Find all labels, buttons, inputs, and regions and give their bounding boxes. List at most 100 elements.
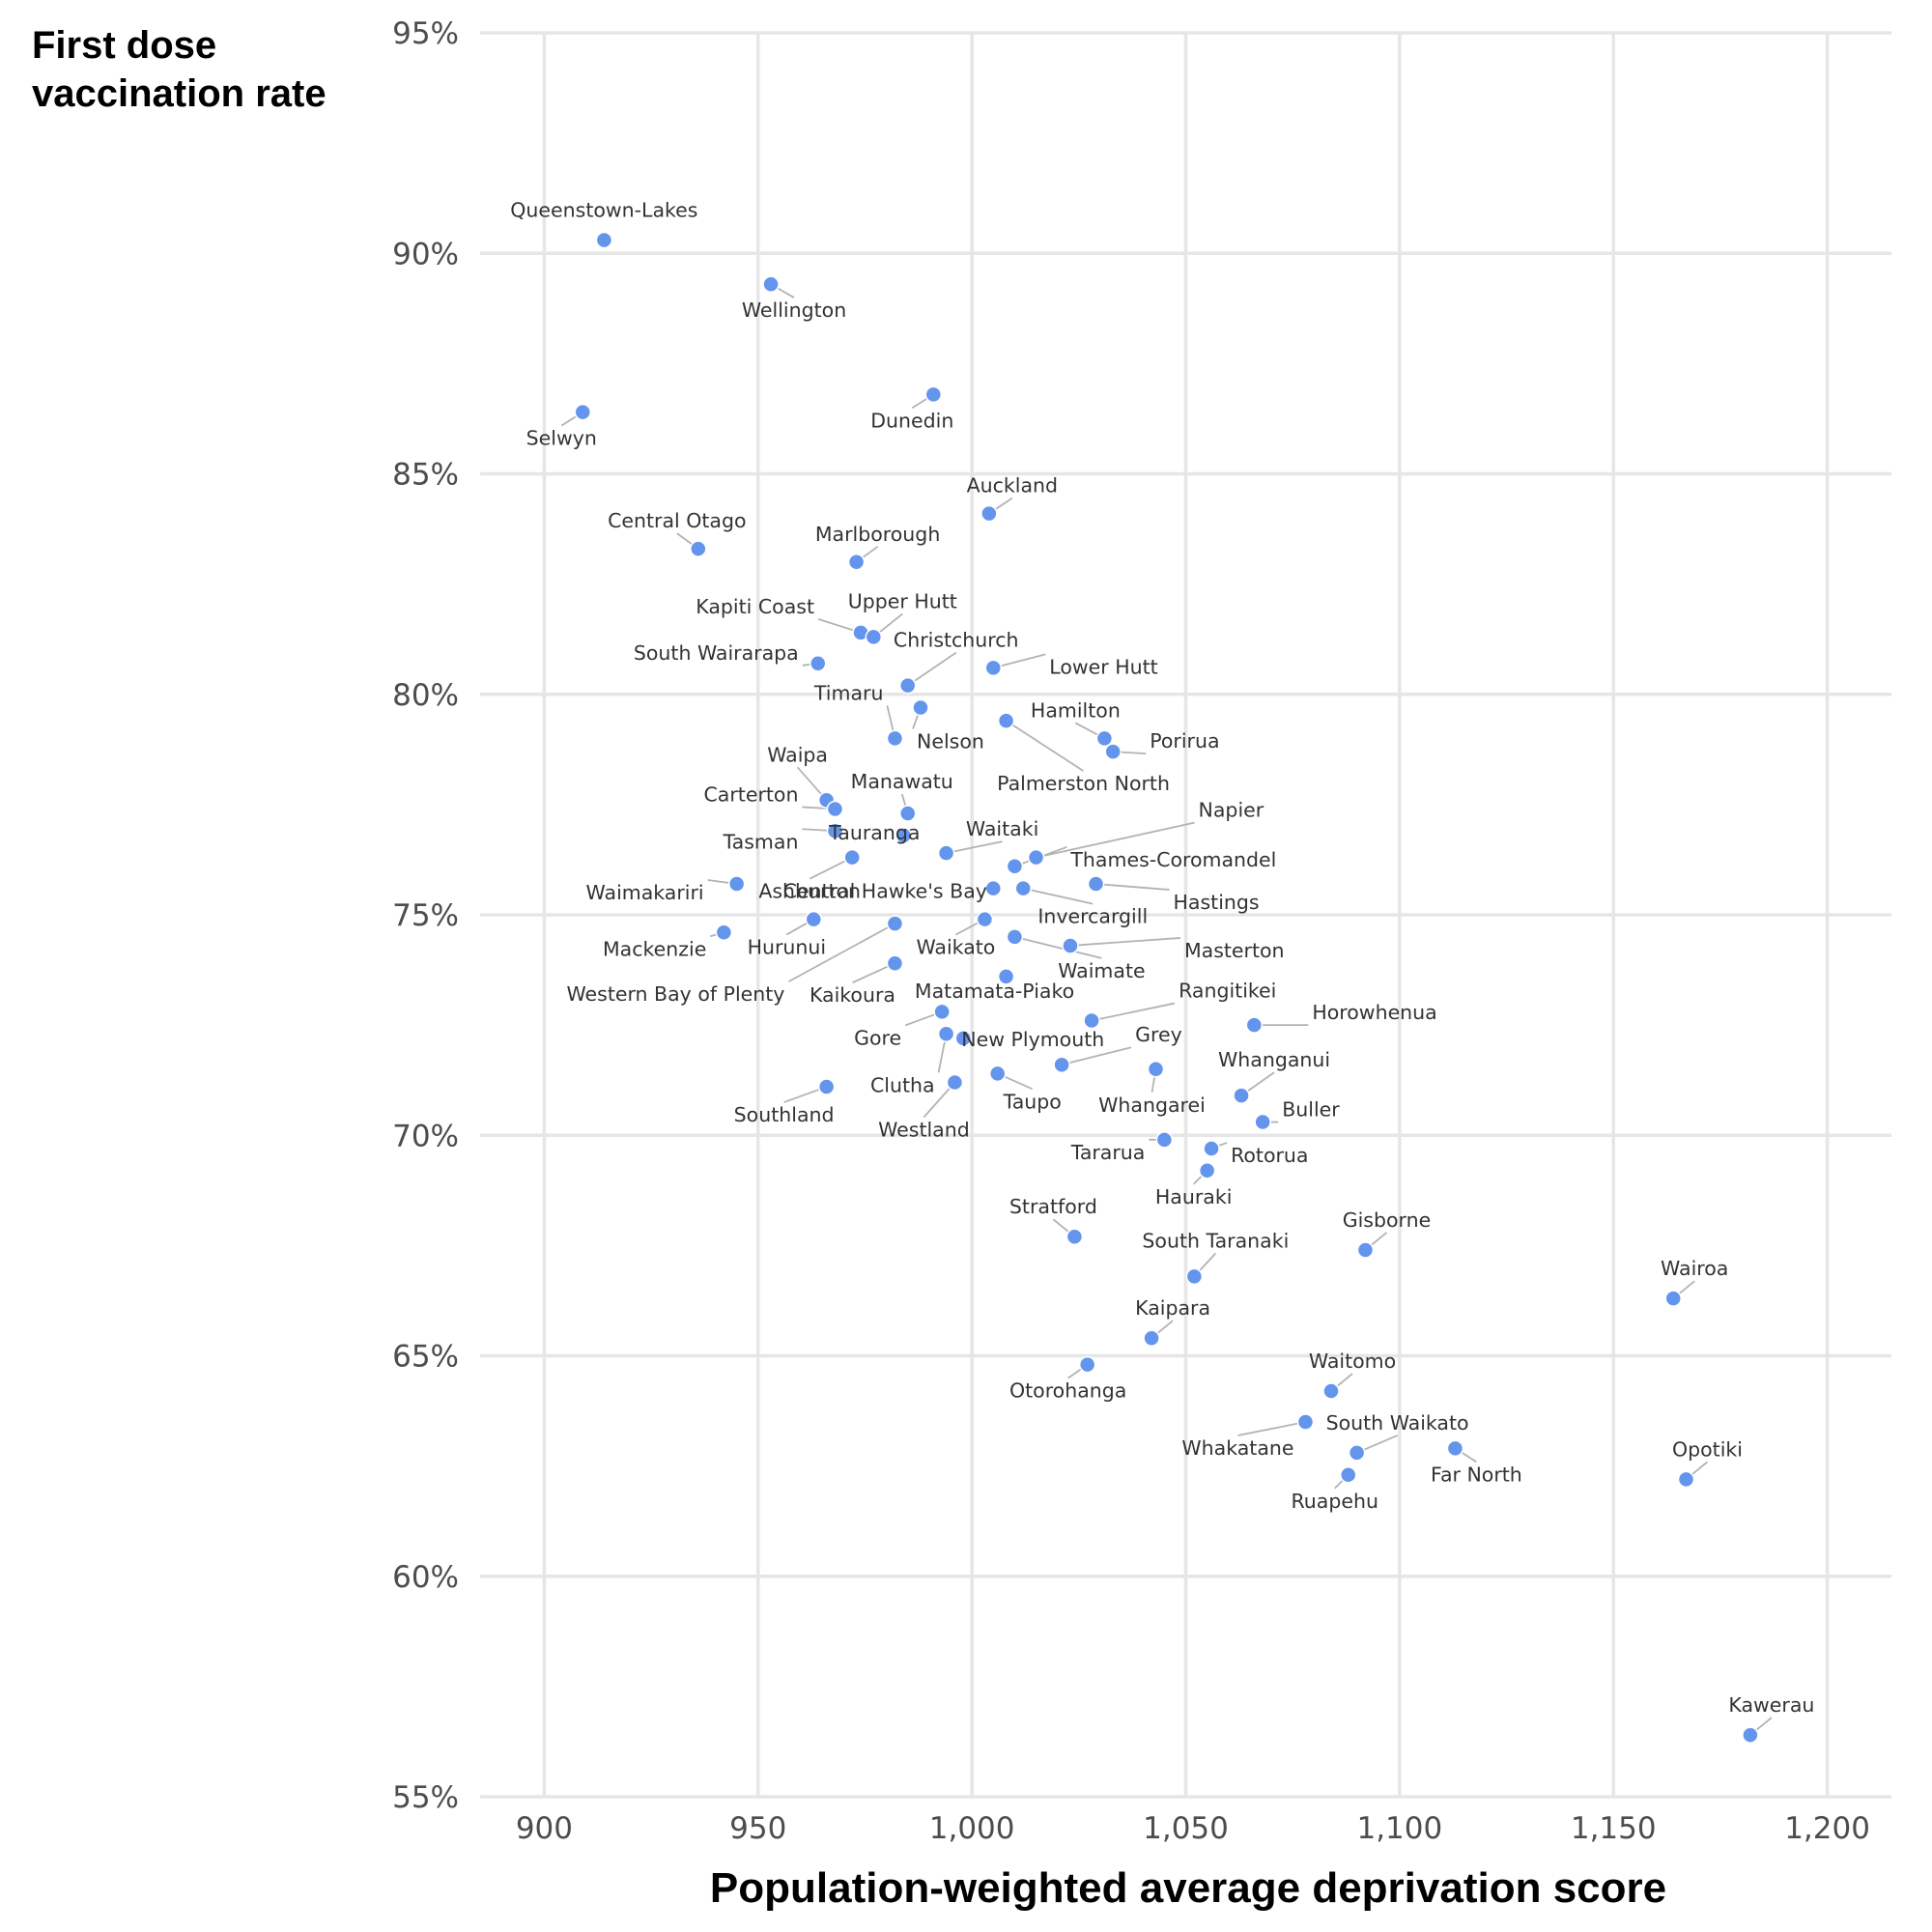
label-leader-line: [1023, 887, 1094, 905]
data-point: [886, 954, 904, 972]
data-point: [984, 659, 1003, 677]
data-point: [1203, 1140, 1220, 1157]
point-label: Napier: [1199, 799, 1264, 822]
point-label: Carterton: [703, 782, 798, 806]
label-leader-line: [1014, 935, 1102, 959]
data-point: [810, 655, 827, 672]
data-point: [826, 800, 844, 818]
label-leader-line: [1061, 1046, 1132, 1066]
label-leader-line: [946, 840, 1003, 854]
point-label: Tasman: [723, 830, 799, 853]
point-label: Christchurch: [894, 629, 1019, 652]
data-point: [1245, 1016, 1264, 1034]
data-point: [690, 540, 707, 557]
point-label: Central Otago: [608, 509, 746, 532]
point-label: Waitaki: [966, 817, 1038, 840]
point-label: Tararua: [1070, 1141, 1146, 1164]
data-point: [1322, 1382, 1340, 1400]
y-tick-label: 85%: [392, 458, 459, 493]
label-leader-line: [1006, 720, 1085, 772]
point-label: South Waikato: [1326, 1411, 1469, 1435]
data-point: [937, 1025, 955, 1043]
point-label: Rotorua: [1231, 1144, 1308, 1167]
point-label: Horowhenua: [1312, 1001, 1436, 1024]
label-leader-line: [1069, 937, 1181, 947]
point-label: Hamilton: [1031, 698, 1121, 722]
data-point: [1065, 1228, 1084, 1245]
label-leader-line: [1091, 1002, 1176, 1022]
y-tick-label: 55%: [392, 1780, 459, 1815]
point-label: Waimate: [1058, 959, 1145, 982]
data-point: [912, 698, 929, 717]
data-point: [1198, 1162, 1216, 1179]
point-label: Western Bay of Plenty: [566, 982, 784, 1006]
point-label: Queenstown-Lakes: [510, 199, 697, 222]
data-point: [1104, 743, 1122, 760]
data-point: [1233, 1087, 1250, 1104]
point-label: Mackenzie: [603, 937, 706, 960]
label-leader-line: [907, 651, 957, 687]
data-point: [1742, 1726, 1759, 1744]
data-point: [1185, 1267, 1204, 1286]
data-point: [1664, 1290, 1682, 1307]
point-label: Kawerau: [1728, 1693, 1814, 1717]
y-tick-label: 80%: [392, 678, 459, 713]
point-label: Ruapehu: [1291, 1490, 1378, 1513]
point-label: Hurunui: [748, 936, 827, 959]
data-point: [1348, 1444, 1366, 1462]
label-leader-line: [993, 653, 1046, 669]
data-point: [865, 628, 883, 646]
point-label: Dunedin: [870, 409, 953, 432]
grid-lines: [480, 31, 1891, 1799]
x-tick-label: 900: [516, 1811, 573, 1846]
x-axis-title: Population-weighted average deprivation …: [709, 1864, 1667, 1912]
label-leader-line: [1095, 883, 1170, 891]
point-label: Southland: [734, 1103, 835, 1126]
data-point: [595, 231, 613, 249]
point-label: Masterton: [1184, 939, 1285, 962]
data-point: [933, 1003, 951, 1021]
data-point: [937, 844, 955, 862]
data-point: [984, 879, 1003, 897]
y-tick-label: 75%: [392, 898, 459, 933]
point-label: Timaru: [813, 681, 884, 704]
data-point: [1006, 858, 1024, 875]
data-point: [1083, 1011, 1100, 1030]
point-label: Waitomo: [1309, 1350, 1396, 1373]
point-label: Kaikoura: [810, 983, 895, 1007]
point-label: Manawatu: [851, 770, 953, 793]
x-tick-label: 1,000: [929, 1811, 1015, 1846]
point-label: Taupo: [1003, 1090, 1062, 1113]
y-tick-label: 60%: [392, 1560, 459, 1595]
point-label: Whangarei: [1098, 1094, 1206, 1117]
point-label: Ashburton: [758, 880, 861, 903]
x-tick-label: 1,050: [1143, 1811, 1229, 1846]
y-tick-label: 70%: [392, 1119, 459, 1153]
data-point: [1062, 937, 1079, 954]
x-tick-label: 1,150: [1571, 1811, 1657, 1846]
point-label: Grey: [1135, 1023, 1182, 1046]
point-label: Invercargill: [1037, 905, 1148, 928]
point-label: Nelson: [917, 729, 984, 753]
data-point: [886, 729, 904, 748]
data-point: [826, 822, 844, 840]
data-point: [997, 712, 1015, 729]
point-label: Far North: [1431, 1463, 1522, 1486]
point-label: Waikato: [916, 936, 995, 959]
point-label: Thames-Coromandel: [1069, 848, 1276, 871]
data-point: [574, 403, 592, 421]
point-label: Wellington: [742, 298, 846, 322]
point-label: Wairoa: [1661, 1257, 1728, 1280]
data-point: [843, 848, 861, 867]
data-point: [997, 968, 1015, 985]
x-tick-label: 1,200: [1784, 1811, 1870, 1846]
point-label: Matamata-Piako: [915, 980, 1074, 1003]
data-point: [1095, 729, 1114, 748]
data-point: [727, 875, 746, 893]
data-point: [898, 676, 917, 695]
data-point: [1147, 1061, 1165, 1078]
data-point: [1254, 1113, 1271, 1131]
data-point: [924, 385, 943, 404]
point-label: Porirua: [1150, 729, 1219, 753]
